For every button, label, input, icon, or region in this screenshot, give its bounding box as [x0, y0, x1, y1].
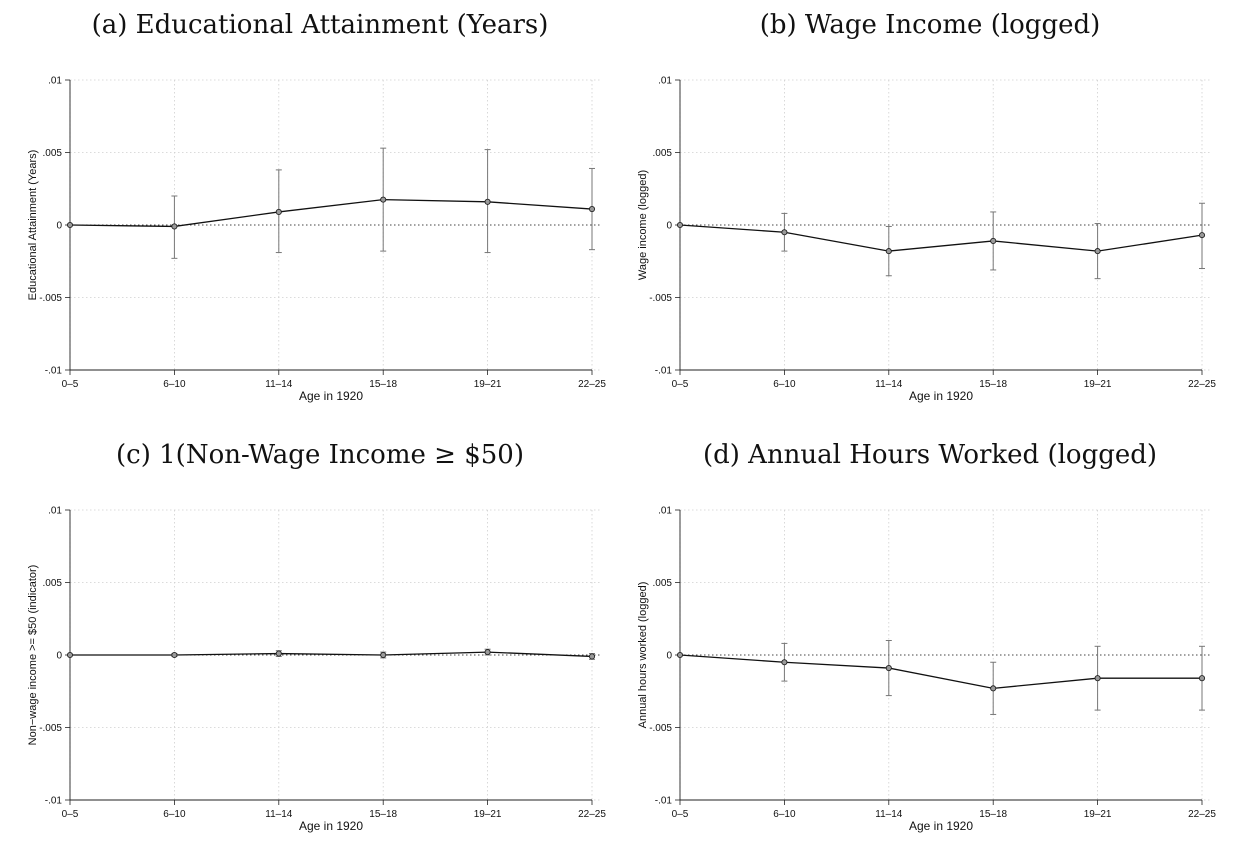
- gridlines: [680, 510, 1210, 800]
- x-tick-label: 19–21: [474, 379, 502, 390]
- x-tick-label: 19–21: [474, 809, 502, 820]
- chart-panel-d: (d) Annual Hours Worked (logged) .01 .005…: [630, 430, 1230, 840]
- gridlines: [680, 80, 1210, 370]
- series-line: [680, 225, 1202, 251]
- chart-c: .01 .005 0 -.005 -.01 0–5 6–10 11–14 15–18 19–21 2…: [20, 430, 620, 840]
- x-tick-label: 6–10: [163, 379, 186, 390]
- y-tick-label: 0: [666, 221, 672, 232]
- data-point: [1199, 233, 1204, 238]
- x-tick-label: 15–18: [369, 809, 397, 820]
- y-tick-label: .005: [653, 578, 673, 589]
- data-point: [172, 224, 177, 229]
- x-axis-label: Age in 1920: [299, 389, 363, 403]
- chart-b: .01 .005 0 -.005 -.01 0–5 6–10 11–14 15–18 19–21 2…: [630, 0, 1230, 410]
- y-tick-label: -.005: [39, 723, 62, 734]
- x-tick-label: 6–10: [773, 379, 796, 390]
- y-tick-label: 0: [666, 651, 672, 662]
- x-tick-label: 0–5: [62, 379, 79, 390]
- data-marks: [677, 641, 1205, 715]
- data-point: [782, 660, 787, 665]
- data-point: [1095, 676, 1100, 681]
- y-tick-label: -.005: [39, 293, 62, 304]
- chart-panel-a: (a) Educational Attainment (Years) .01.0…: [20, 0, 620, 410]
- x-tick-label: 22–25: [578, 809, 606, 820]
- x-tick-label: 15–18: [979, 809, 1007, 820]
- series-line: [70, 200, 592, 227]
- x-tick-label: 6–10: [773, 809, 796, 820]
- x-tick-label: 22–25: [578, 379, 606, 390]
- x-tick-label: 0–5: [672, 379, 689, 390]
- y-axis-label: Wage income (logged): [637, 170, 649, 280]
- data-point: [589, 654, 594, 659]
- y-tick-label: -.005: [649, 723, 672, 734]
- data-point: [886, 665, 891, 670]
- x-tick-label: 19–21: [1084, 809, 1112, 820]
- data-point: [991, 686, 996, 691]
- data-point: [276, 651, 281, 656]
- data-point: [991, 238, 996, 243]
- y-tick-label: .01: [658, 506, 672, 517]
- x-axis-label: Age in 1920: [909, 389, 973, 403]
- chart-d: .01 .005 0 -.005 -.01 0–5 6–10 11–14 15–18 19–21 2…: [630, 430, 1230, 840]
- x-tick-label: 11–14: [265, 809, 293, 820]
- y-tick-label: -.01: [655, 366, 673, 377]
- y-axis-label: Educational Attainment (Years): [27, 150, 39, 301]
- x-tick-label: 11–14: [875, 809, 903, 820]
- data-point: [172, 652, 177, 657]
- data-point: [276, 209, 281, 214]
- x-tick-label: 19–21: [1084, 379, 1112, 390]
- data-point: [1199, 676, 1204, 681]
- data-point: [67, 222, 72, 227]
- data-point: [381, 652, 386, 657]
- x-tick-label: 0–5: [62, 809, 79, 820]
- y-tick-label: -.01: [655, 796, 673, 807]
- axes: .01 .005 0 -.005 -.01 0–5 6–10 11–14 15–18 19–21 2…: [637, 506, 1216, 834]
- data-marks: [67, 649, 595, 659]
- data-point: [485, 199, 490, 204]
- y-tick-label: .01: [658, 76, 672, 87]
- y-tick-label: .005: [653, 148, 673, 159]
- data-point: [1095, 249, 1100, 254]
- data-point: [485, 650, 490, 655]
- series-line: [70, 652, 592, 656]
- data-point: [677, 222, 682, 227]
- x-tick-label: 22–25: [1188, 379, 1216, 390]
- y-tick-label: -.01: [45, 796, 63, 807]
- data-marks: [67, 148, 595, 258]
- chart-panel-c: (c) 1(Non-Wage Income ≥ $50) .01 .005 0 -.0…: [20, 430, 620, 840]
- x-tick-label: 15–18: [369, 379, 397, 390]
- y-tick-label: .01: [48, 76, 62, 87]
- x-tick-label: 22–25: [1188, 809, 1216, 820]
- data-point: [886, 249, 891, 254]
- x-axis-label: Age in 1920: [299, 819, 363, 833]
- axes: .01 .005 0 -.005 -.01 0–5 6–10 11–14 15–18 19–21 2…: [27, 76, 606, 404]
- y-tick-label: -.01: [45, 366, 63, 377]
- x-tick-label: 0–5: [672, 809, 689, 820]
- y-tick-label: -.005: [649, 293, 672, 304]
- y-axis-label: Non−wage income >= $50 (indicator): [27, 565, 39, 746]
- axes: .01 .005 0 -.005 -.01 0–5 6–10 11–14 15–18 19–21 2…: [27, 506, 606, 834]
- x-tick-label: 11–14: [875, 379, 903, 390]
- data-point: [67, 652, 72, 657]
- chart-a: .01 .005 0 -.005 -.01 0–5 6–10 11–14 15–18 19–21 2…: [20, 0, 620, 410]
- gridlines: [70, 80, 600, 370]
- data-point: [589, 206, 594, 211]
- y-tick-label: .005: [43, 148, 63, 159]
- y-tick-label: 0: [56, 651, 62, 662]
- series-line: [680, 655, 1202, 688]
- y-axis-label: Annual hours worked (logged): [637, 582, 649, 729]
- data-point: [677, 652, 682, 657]
- data-marks: [677, 203, 1205, 278]
- x-axis-label: Age in 1920: [909, 819, 973, 833]
- chart-panel-b: (b) Wage Income (logged) .01 .005 0 -.005 -.…: [630, 0, 1230, 410]
- x-tick-label: 11–14: [265, 379, 293, 390]
- y-tick-label: 0: [56, 221, 62, 232]
- axes: .01 .005 0 -.005 -.01 0–5 6–10 11–14 15–18 19–21 2…: [637, 76, 1216, 404]
- data-point: [381, 197, 386, 202]
- x-tick-label: 6–10: [163, 809, 186, 820]
- data-point: [782, 230, 787, 235]
- y-tick-label: .01: [48, 506, 62, 517]
- x-tick-label: 15–18: [979, 379, 1007, 390]
- y-tick-label: .005: [43, 578, 63, 589]
